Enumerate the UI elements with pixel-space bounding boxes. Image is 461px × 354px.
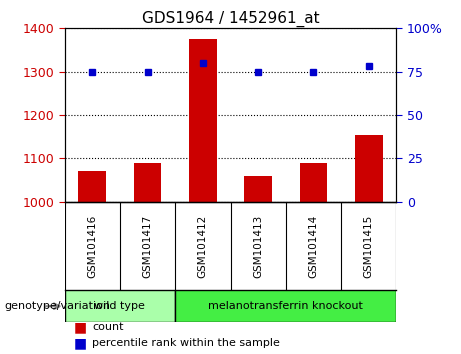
Text: count: count: [92, 322, 124, 332]
Text: melanotransferrin knockout: melanotransferrin knockout: [208, 301, 363, 311]
Title: GDS1964 / 1452961_at: GDS1964 / 1452961_at: [142, 11, 319, 27]
Bar: [189, 39, 217, 202]
Text: GSM101417: GSM101417: [142, 215, 153, 278]
Bar: [65, 290, 175, 322]
Text: ■: ■: [74, 320, 87, 335]
Bar: [78, 171, 106, 202]
Text: GSM101412: GSM101412: [198, 215, 208, 278]
Text: GSM101414: GSM101414: [308, 215, 319, 278]
Text: GSM101416: GSM101416: [87, 215, 97, 278]
Text: percentile rank within the sample: percentile rank within the sample: [92, 338, 280, 348]
Text: GSM101415: GSM101415: [364, 215, 374, 278]
Text: ■: ■: [74, 336, 87, 350]
Text: GSM101413: GSM101413: [253, 215, 263, 278]
Text: genotype/variation: genotype/variation: [5, 301, 111, 311]
Bar: [175, 290, 396, 322]
Bar: [300, 163, 327, 202]
Bar: [244, 176, 272, 202]
Text: wild type: wild type: [95, 301, 145, 311]
Bar: [134, 163, 161, 202]
Bar: [355, 135, 383, 202]
